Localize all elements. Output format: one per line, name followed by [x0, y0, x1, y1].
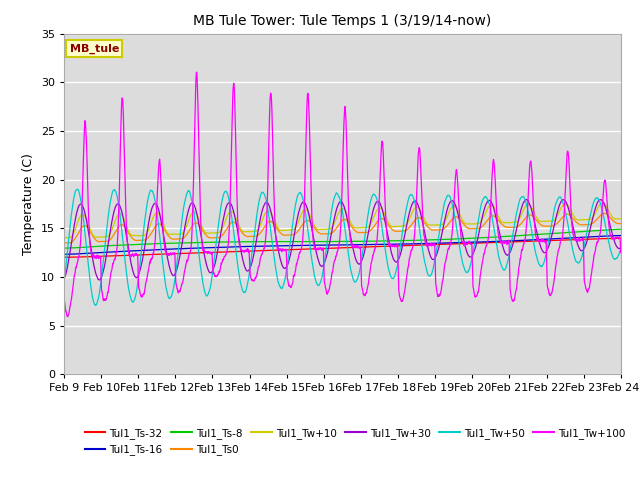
Tul1_Ts-32	[60, 254, 68, 260]
Tul1_Ts-16	[546, 236, 554, 242]
Tul1_Tw+30	[157, 216, 164, 222]
Tul1_Ts-8	[298, 239, 306, 244]
Tul1_Ts0	[617, 221, 625, 227]
Tul1_Tw+50	[157, 244, 164, 250]
Tul1_Ts0	[274, 227, 282, 232]
Tul1_Tw+100	[606, 232, 614, 238]
Tul1_Tw+30	[274, 244, 282, 250]
Tul1_Tw+30	[60, 275, 68, 280]
Tul1_Tw+100	[274, 247, 282, 252]
Tul1_Ts-32	[274, 247, 282, 253]
Tul1_Ts-32	[298, 246, 306, 252]
Tul1_Ts-8	[157, 240, 164, 246]
Tul1_Tw+30	[95, 277, 103, 283]
Tul1_Ts-32	[63, 254, 71, 260]
Tul1_Ts0	[61, 240, 68, 246]
Line: Tul1_Ts-8: Tul1_Ts-8	[64, 229, 621, 248]
Tul1_Ts-16	[60, 252, 68, 257]
Line: Tul1_Ts-16: Tul1_Ts-16	[64, 236, 621, 254]
Tul1_Tw+100	[157, 173, 164, 179]
Tul1_Ts-16	[298, 242, 306, 248]
Tul1_Tw+100	[60, 298, 68, 303]
Y-axis label: Temperature (C): Temperature (C)	[22, 153, 35, 255]
Tul1_Ts-8	[606, 227, 614, 232]
Text: MB_tule: MB_tule	[70, 44, 119, 54]
Tul1_Ts0	[600, 210, 608, 216]
Tul1_Ts-32	[606, 236, 614, 241]
Tul1_Tw+30	[522, 197, 530, 203]
Tul1_Tw+50	[606, 246, 614, 252]
Tul1_Ts0	[546, 223, 554, 229]
Tul1_Ts-16	[124, 248, 132, 254]
Legend: Tul1_Ts-32, Tul1_Ts-16, Tul1_Ts-8, Tul1_Ts0, Tul1_Tw+10, Tul1_Tw+30, Tul1_Tw+50,: Tul1_Ts-32, Tul1_Ts-16, Tul1_Ts-8, Tul1_…	[81, 424, 630, 459]
Tul1_Ts-32	[617, 236, 625, 241]
Tul1_Tw+10	[606, 211, 614, 216]
Line: Tul1_Tw+100: Tul1_Tw+100	[64, 72, 621, 317]
Line: Tul1_Tw+30: Tul1_Tw+30	[64, 200, 621, 280]
Tul1_Tw+30	[547, 239, 554, 244]
Line: Tul1_Ts0: Tul1_Ts0	[64, 213, 621, 243]
Tul1_Tw+30	[617, 245, 625, 251]
Tul1_Ts-16	[616, 233, 624, 239]
Tul1_Tw+100	[64, 314, 72, 320]
Tul1_Tw+10	[60, 235, 68, 240]
Tul1_Tw+100	[617, 250, 625, 256]
Line: Tul1_Ts-32: Tul1_Ts-32	[64, 239, 621, 257]
Line: Tul1_Tw+10: Tul1_Tw+10	[64, 203, 621, 238]
Tul1_Ts-16	[617, 233, 625, 239]
Tul1_Tw+30	[298, 201, 306, 206]
Tul1_Ts0	[157, 222, 164, 228]
Tul1_Tw+10	[546, 218, 554, 224]
Tul1_Tw+50	[92, 302, 99, 308]
Tul1_Ts0	[298, 223, 306, 228]
Tul1_Ts0	[606, 215, 614, 221]
Tul1_Ts-16	[274, 243, 282, 249]
Tul1_Ts0	[124, 228, 132, 234]
Tul1_Ts-32	[157, 252, 164, 257]
Tul1_Tw+10	[617, 216, 625, 222]
Tul1_Tw+100	[193, 69, 200, 75]
Tul1_Ts-8	[546, 231, 554, 237]
Tul1_Tw+50	[274, 278, 282, 284]
Tul1_Tw+10	[274, 225, 282, 230]
Tul1_Ts-32	[546, 238, 554, 243]
Title: MB Tule Tower: Tule Temps 1 (3/19/14-now): MB Tule Tower: Tule Temps 1 (3/19/14-now…	[193, 14, 492, 28]
Tul1_Tw+10	[298, 211, 305, 216]
Tul1_Ts-16	[61, 252, 68, 257]
Tul1_Tw+50	[298, 193, 306, 199]
Tul1_Tw+50	[124, 281, 132, 287]
Tul1_Ts-8	[60, 245, 68, 251]
Tul1_Ts-8	[61, 245, 68, 251]
Tul1_Tw+100	[547, 293, 554, 299]
Tul1_Tw+50	[74, 186, 81, 192]
Tul1_Tw+50	[547, 228, 554, 234]
Tul1_Ts-8	[616, 227, 623, 232]
Tul1_Tw+30	[606, 223, 614, 229]
Tul1_Tw+10	[124, 226, 131, 232]
Tul1_Tw+10	[157, 214, 164, 220]
Tul1_Ts-32	[124, 252, 132, 258]
Tul1_Tw+50	[60, 276, 68, 281]
Tul1_Ts0	[60, 240, 68, 246]
Tul1_Ts-32	[617, 236, 625, 241]
Line: Tul1_Tw+50: Tul1_Tw+50	[64, 189, 621, 305]
Tul1_Tw+30	[124, 241, 132, 247]
Tul1_Tw+10	[598, 200, 606, 206]
Tul1_Tw+100	[124, 243, 132, 249]
Tul1_Tw+100	[298, 242, 306, 248]
Tul1_Tw+50	[617, 246, 625, 252]
Tul1_Ts-8	[617, 227, 625, 232]
Tul1_Ts-16	[606, 233, 614, 239]
Tul1_Ts-8	[274, 239, 282, 244]
Tul1_Ts-16	[157, 247, 164, 252]
Tul1_Ts-8	[124, 242, 132, 248]
